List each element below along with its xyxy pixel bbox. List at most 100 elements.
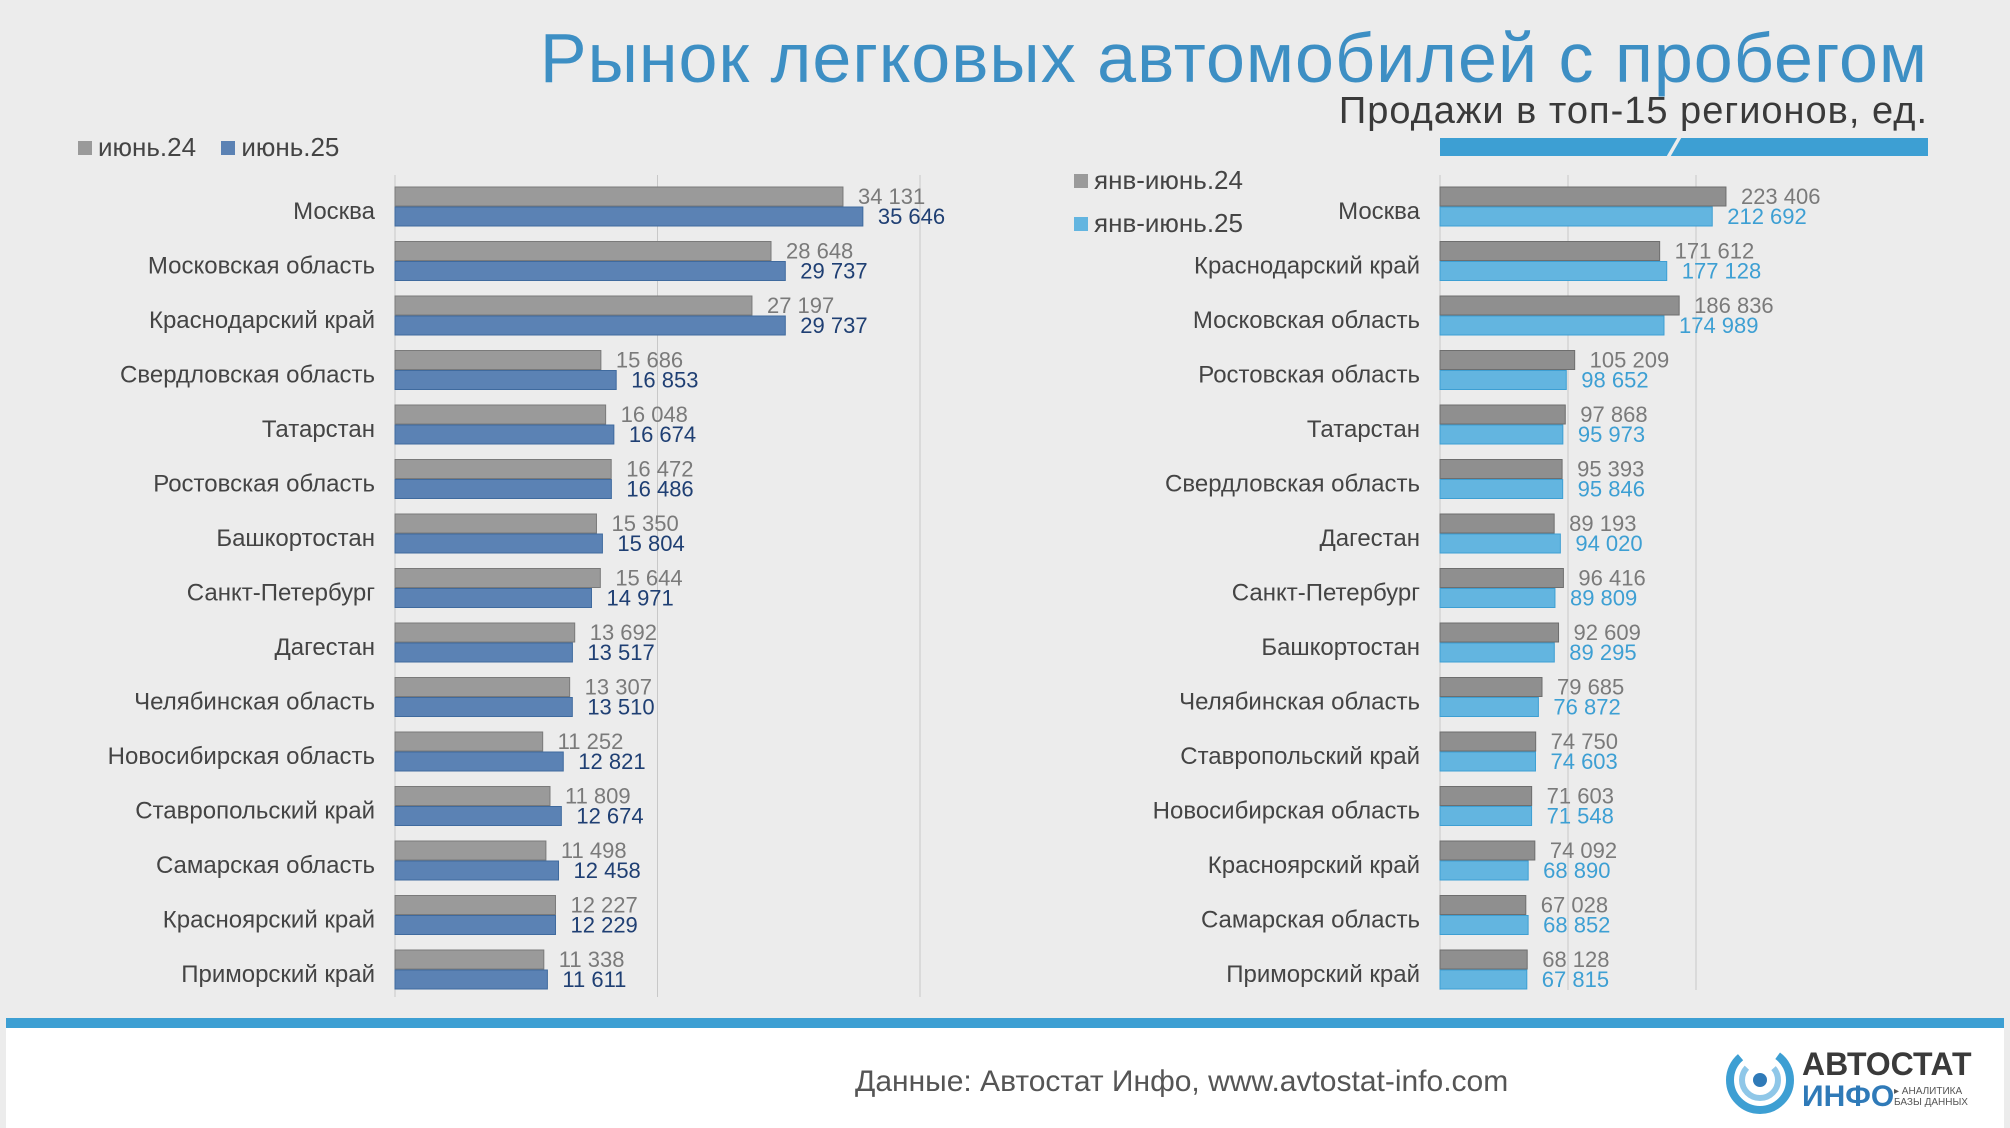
data-label: 95 393: [1577, 457, 1644, 482]
data-label: 34 131: [858, 184, 925, 209]
bar: [1439, 969, 1528, 990]
data-label: 11 498: [561, 838, 627, 863]
data-label: 15 644: [615, 566, 682, 591]
logo-text-bottom: ИНФО: [1802, 1080, 1895, 1113]
bar: [1439, 479, 1564, 499]
category-label: Ростовская область: [1198, 362, 1420, 389]
data-label: 95 973: [1578, 422, 1645, 447]
data-label: 12 674: [576, 804, 643, 829]
data-label: 11 338: [559, 947, 625, 972]
data-label: 71 603: [1547, 784, 1614, 809]
bar: [1439, 241, 1661, 261]
right-legend-item-2: янв-июнь.25: [1074, 208, 1243, 239]
data-label: 68 128: [1542, 947, 1609, 972]
bar: [394, 459, 612, 479]
data-label: 174 989: [1679, 313, 1759, 338]
category-label: Краснодарский край: [1194, 253, 1420, 280]
data-label: 29 737: [800, 313, 867, 338]
data-label: 105 209: [1590, 348, 1670, 373]
data-label: 74 750: [1551, 729, 1618, 754]
data-label: 16 048: [621, 402, 688, 427]
data-label: 12 458: [574, 858, 641, 883]
data-label: 89 809: [1570, 586, 1637, 611]
bar: [1439, 806, 1533, 826]
bar: [1439, 350, 1576, 370]
bar: [394, 479, 612, 499]
data-label: 67 815: [1542, 967, 1609, 992]
data-label: 71 548: [1547, 804, 1614, 829]
category-label: Челябинская область: [1179, 689, 1420, 716]
bar: [1439, 642, 1555, 663]
bar: [394, 840, 547, 861]
category-label: Ставропольский край: [1180, 743, 1420, 770]
title-accent-bar: [1440, 138, 1928, 156]
data-label: 74 092: [1550, 838, 1617, 863]
data-label: 16 853: [631, 368, 698, 393]
logo-tagline: ▸ АНАЛИТИКА БАЗЫ ДАННЫХ: [1894, 1086, 1968, 1108]
bar: [394, 731, 544, 752]
category-label: Самарская область: [1201, 907, 1420, 934]
data-label: 68 852: [1543, 913, 1610, 938]
category-label: Башкортостан: [216, 525, 375, 552]
data-label: 79 685: [1557, 675, 1624, 700]
category-label: Московская область: [1193, 307, 1420, 334]
category-label: Татарстан: [262, 416, 375, 443]
bar: [1439, 895, 1527, 915]
bar: [394, 404, 607, 425]
category-label: Москва: [293, 198, 376, 225]
data-label: 98 652: [1581, 368, 1648, 393]
bar: [1439, 731, 1537, 752]
bar: [1439, 588, 1556, 608]
bar: [1439, 568, 1564, 588]
data-label: 11 252: [558, 729, 624, 754]
bar: [394, 315, 786, 336]
legend-label: июнь.24: [98, 132, 197, 162]
bar: [394, 424, 615, 445]
right-legend-item-1: янв-июнь.24: [1074, 165, 1243, 196]
logo-swirl-icon: [1726, 1046, 1794, 1114]
bar: [1439, 206, 1713, 227]
data-label: 16 674: [629, 422, 696, 447]
bar: [394, 806, 562, 826]
avtostat-logo: АВТОСТАТ ИНФО ▸ АНАЛИТИКА БАЗЫ ДАННЫХ: [1722, 1040, 1982, 1120]
legend-swatch-gray: [78, 141, 92, 155]
data-label: 28 648: [786, 239, 853, 264]
data-label: 13 692: [590, 620, 657, 645]
data-label: 13 510: [587, 695, 654, 720]
data-source: Данные: Автостат Инфо, www.avtostat-info…: [855, 1065, 1509, 1098]
data-label: 27 197: [767, 293, 834, 318]
bar: [1439, 786, 1533, 806]
bar: [394, 969, 548, 990]
bar: [1439, 840, 1536, 861]
data-label: 15 804: [617, 531, 684, 556]
data-label: 12 821: [578, 749, 645, 774]
bar: [394, 568, 601, 588]
bar: [1439, 949, 1528, 970]
data-label: 186 836: [1694, 293, 1774, 318]
data-label: 97 868: [1580, 402, 1647, 427]
category-label: Свердловская область: [120, 362, 375, 389]
data-label: 13 307: [585, 675, 652, 700]
data-label: 95 846: [1578, 477, 1645, 502]
bar: [394, 697, 573, 717]
data-label: 67 028: [1541, 893, 1608, 918]
bar: [394, 895, 556, 915]
legend-label: янв-июнь.25: [1094, 208, 1243, 238]
data-label: 35 646: [878, 204, 945, 229]
data-label: 15 350: [611, 511, 678, 536]
bar: [394, 206, 864, 227]
bar: [1439, 533, 1561, 554]
data-label: 92 609: [1574, 620, 1641, 645]
data-label: 12 227: [570, 893, 637, 918]
bar: [1439, 315, 1665, 336]
bar: [1439, 677, 1543, 697]
left-legend: июнь.24 июнь.25: [78, 132, 339, 163]
data-label: 76 872: [1553, 695, 1620, 720]
bar: [394, 642, 573, 663]
bar: [1439, 186, 1727, 207]
category-label: Красноярский край: [163, 907, 375, 934]
bar: [1439, 295, 1680, 316]
category-label: Новосибирская область: [108, 743, 375, 770]
category-label: Новосибирская область: [1153, 798, 1420, 825]
